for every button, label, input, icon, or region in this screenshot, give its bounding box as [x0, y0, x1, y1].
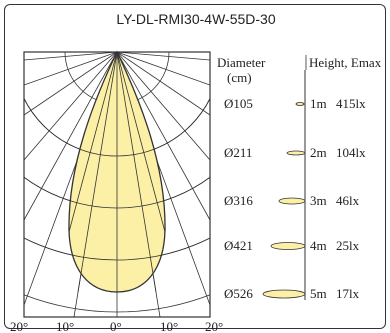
angle-label-left-10: 10°: [56, 319, 74, 333]
diameter-value: Ø421: [224, 238, 253, 253]
height-value: 1m: [310, 96, 327, 111]
height-value: 5m: [310, 286, 327, 301]
row-4m: Ø421 4m 25lx: [224, 238, 360, 253]
lux-value: 17lx: [336, 286, 360, 301]
angle-label-right-20: 20°: [205, 319, 223, 333]
illuminance-table: Ø105 1m 415lx Ø211 2m 104lx Ø316 3m 46lx…: [224, 96, 366, 301]
row-5m: Ø526 5m 17lx: [224, 286, 360, 301]
diagram-frame: LY-DL-RMI30-4W-55D-30: [4, 4, 386, 329]
lux-value: 25lx: [336, 238, 360, 253]
lux-value: 415lx: [336, 96, 366, 111]
angle-axis: 20° 10° 0° 10° 20°: [10, 319, 223, 333]
height-value: 3m: [310, 193, 327, 208]
diameter-value: Ø316: [224, 193, 253, 208]
diameter-unit: (cm): [227, 70, 252, 85]
grid-border: [23, 51, 211, 318]
height-emax-header: Height, Emax: [309, 55, 382, 70]
polar-grid-overlay: [24, 52, 210, 293]
product-title: LY-DL-RMI30-4W-55D-30: [116, 11, 276, 27]
row-2m: Ø211 2m 104lx: [224, 145, 366, 160]
spot-size-2m: [286, 150, 306, 156]
spot-size-4m: [270, 242, 306, 250]
lux-value: 104lx: [336, 145, 366, 160]
height-value: 2m: [310, 145, 327, 160]
diameter-value: Ø105: [224, 96, 253, 111]
angle-label-right-10: 10°: [160, 319, 178, 333]
angle-label-center: 0°: [110, 319, 122, 333]
diameter-value: Ø526: [224, 286, 253, 301]
spot-size-3m: [278, 197, 306, 205]
lux-value: 46lx: [336, 193, 360, 208]
spot-size-5m: [262, 289, 306, 299]
diameter-value: Ø211: [224, 145, 252, 160]
spot-size-1m: [295, 102, 305, 106]
row-3m: Ø316 3m 46lx: [224, 193, 360, 208]
height-value: 4m: [310, 238, 327, 253]
diameter-header: Diameter: [217, 55, 266, 70]
angle-label-left-20: 20°: [10, 319, 28, 333]
row-1m: Ø105 1m 415lx: [224, 96, 366, 111]
